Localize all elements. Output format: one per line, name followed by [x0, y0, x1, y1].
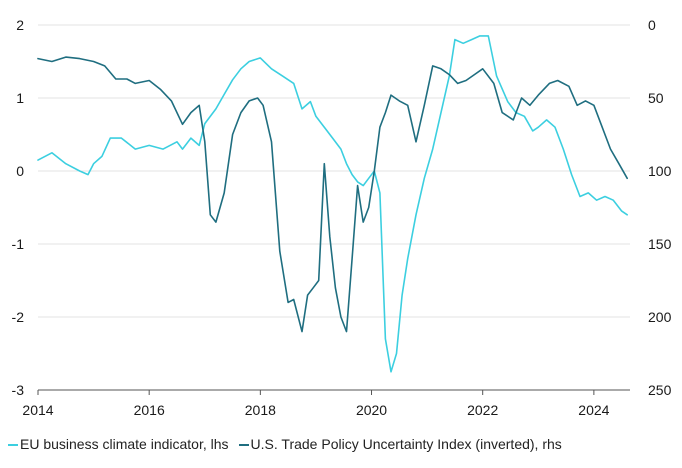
- x-axis-tick-label: 2016: [134, 402, 165, 418]
- x-axis-tick-label: 2014: [22, 402, 53, 418]
- series-lines: [37, 35, 629, 373]
- left-axis-tick-label: 1: [16, 90, 24, 106]
- left-axis-tick-label: -2: [12, 309, 25, 325]
- left-axis-tick-label: -3: [12, 382, 25, 398]
- x-axis-tick-label: 2024: [578, 402, 609, 418]
- legend: EU business climate indicator, lhs U.S. …: [8, 436, 562, 452]
- right-axis-tick-label: 100: [648, 163, 672, 179]
- right-axis-tick-label: 200: [648, 309, 672, 325]
- right-axis-tick-label: 150: [648, 236, 672, 252]
- left-axis-tick-label: 0: [16, 163, 24, 179]
- legend-item-eu: EU business climate indicator, lhs: [8, 436, 229, 452]
- right-axis-tick-label: 250: [648, 382, 672, 398]
- legend-label-us: U.S. Trade Policy Uncertainty Index (inv…: [250, 436, 562, 452]
- x-axis-tick-label: 2020: [356, 402, 387, 418]
- right-axis-tick-label: 0: [648, 17, 656, 33]
- x-axis-tick-label: 2018: [245, 402, 276, 418]
- left-axis-tick-label: 2: [16, 17, 24, 33]
- series-line-eu-business-climate: [37, 35, 629, 373]
- series-line-us-trade-uncertainty: [37, 56, 629, 333]
- axes: 2 1 0 -1 -2 -3 0 50 100 150 200 250 2014 2016 2018 2020…: [12, 17, 672, 418]
- legend-swatch-us: [238, 444, 249, 446]
- right-axis-tick-label: 50: [648, 90, 664, 106]
- x-axis-tick-label: 2022: [467, 402, 498, 418]
- legend-label-eu: EU business climate indicator, lhs: [20, 436, 229, 452]
- left-axis-tick-label: -1: [12, 236, 25, 252]
- legend-item-us: U.S. Trade Policy Uncertainty Index (inv…: [238, 436, 562, 452]
- legend-swatch-eu: [8, 444, 18, 446]
